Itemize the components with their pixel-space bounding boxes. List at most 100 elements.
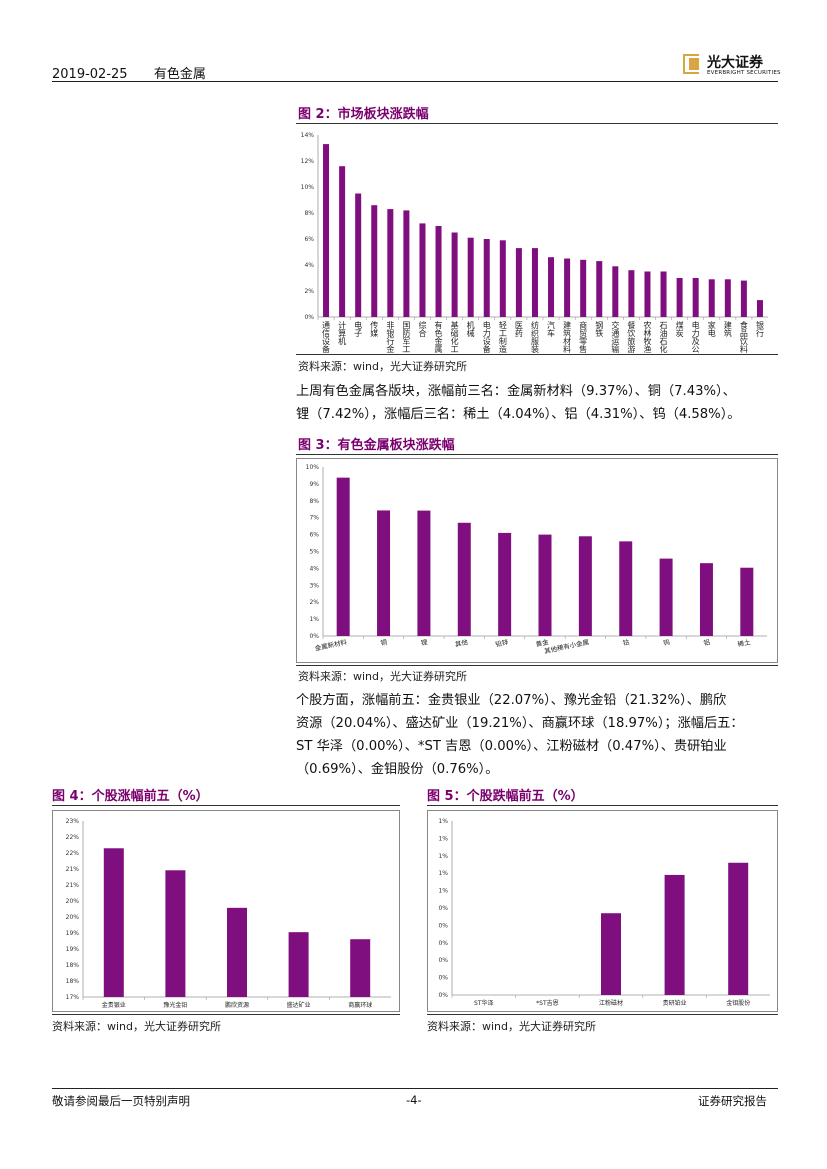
x-tick-label: 稀土 [737,637,752,649]
bar [387,209,394,317]
x-tick-label: 其他稀有小金属 [543,637,589,655]
bar [103,848,124,997]
y-tick-label: 21% [66,866,80,873]
x-tick-label: 鹏欣资源 [225,1001,249,1009]
fig2-chart: 0% 2% 4% 6% 8% 10% 12% 14% 通信设备 计算机 电子 传媒 非银行金融 国防军工综… [296,127,778,377]
y-tick-label: 12% [301,158,315,165]
x-tick-label: 其他 [454,637,469,649]
fig5-chart-svg: 0% 0% 0% 0% 0% 0% 1% 1% 1% 1% 1% ST华泽 *ST吉恩 江粉磁材 贵研铂业 金… [438,818,770,1007]
x-tick-label: 建筑材料 [563,320,572,353]
y-tick-label: 1% [438,835,448,842]
fig5-title: 图 5：个股跌幅前五（%） [427,789,584,804]
bar [601,913,621,995]
bar [596,261,603,317]
y-tick-label: 6% [309,532,319,539]
bar [740,567,754,636]
x-tick-label: 计算机 [338,320,347,346]
fig4-title-rule [52,805,400,806]
x-tick-label: 轻工制造 [498,320,507,353]
x-tick-label: 有色金属 [434,320,443,353]
bar [578,536,592,636]
x-tick-label: 医药 [514,321,523,338]
y-tick-label: 1% [438,818,448,825]
footer-divider [52,1088,778,1089]
fig2-title-rule [296,123,778,124]
y-tick-label: 1% [438,870,448,877]
fig2-bottom-rule [296,354,778,355]
y-tick-label: 0% [309,633,319,640]
bar [740,280,747,317]
fig4-title: 图 4：个股涨幅前五（%） [52,789,209,804]
paragraph-stocks-line-2: 资源（20.04%）、盛达矿业（19.21%）、商赢环球（18.97%）；涨幅后… [296,716,744,731]
bar [728,862,749,995]
x-tick-label: 家电 [707,320,716,337]
bar [483,239,490,317]
y-tick-label: 2% [309,599,319,606]
bar [619,541,633,636]
y-tick-label: 0% [438,905,448,912]
fig4-source: 资料来源：wind，光大证券研究所 [52,1020,222,1033]
x-tick-label: 锂 [420,637,429,647]
bar [708,279,715,317]
logo-text-cn: 光大证券 [707,55,763,71]
bar [336,477,350,636]
x-tick-label: 机械 [466,320,475,338]
x-tick-label: 铝 [703,637,711,647]
y-tick-label: 0% [304,314,314,321]
x-tick-label: 电力设备 [482,320,491,353]
bar [350,939,371,997]
x-tick-label: 建筑 [723,320,732,338]
footer-disclaimer: 敬请参阅最后一页特别声明 [52,1094,190,1108]
bar [660,271,667,317]
x-tick-label: 电力及公用事业 [691,320,700,353]
bar [457,522,471,636]
fig5-chart: 0% 0% 0% 0% 0% 0% 1% 1% 1% 1% 1% ST华泽 *ST吉恩 江粉磁材 贵研铂业 金… [427,810,778,1012]
bar [756,300,763,317]
y-tick-label: 14% [301,132,315,139]
paragraph-sectors-line-1: 上周有色金属各版块，涨幅前三名：金属新材料（9.37%）、铜（7.43%）、 [296,384,736,399]
x-tick-label: 国防军工 [402,321,411,353]
bar [580,259,587,317]
bar [724,279,731,317]
y-tick-label: 4% [304,262,314,269]
y-tick-label: 8% [309,498,319,505]
y-tick-label: 2% [304,288,314,295]
bar [676,278,683,317]
bar [515,248,522,317]
bar [612,266,619,317]
bar [417,510,431,636]
y-tick-label: 0% [438,992,448,999]
x-tick-label: 钢铁 [595,320,604,338]
y-tick-label: 23% [66,818,80,825]
report-date: 2019-02-25 [52,67,128,82]
fig3-source: 资料来源：wind，光大证券研究所 [298,670,468,683]
x-tick-label: 传媒 [370,320,379,338]
y-tick-label: 0% [438,922,448,929]
x-tick-label: 非银行金融 [386,320,395,353]
bar [498,532,512,636]
logo-text-en: EVERBRIGHT SECURITIES [707,70,781,76]
x-tick-label: 银行 [755,320,764,338]
bar [564,258,571,317]
x-tick-label: 钴 [622,637,631,647]
x-tick-label: 纺织服装 [530,320,539,353]
y-tick-label: 1% [438,853,448,860]
y-tick-label: 0% [438,940,448,947]
bar [692,278,699,317]
fig4-chart-svg: 17% 18% 18% 19% 19% 20% 20% 21% 21% 22% 22% 23% 金贵银业… [66,818,391,1009]
x-tick-label: 钨 [662,637,671,647]
fig4-chart: 17% 18% 18% 19% 19% 20% 20% 21% 21% 22% 22% 23% 金贵银业… [52,810,400,1012]
y-tick-label: 17% [66,994,80,1001]
bar [644,271,651,317]
fig2-source: 资料来源：wind，光大证券研究所 [298,360,468,373]
x-tick-label: 餐饮旅游 [627,321,636,353]
bar [371,205,378,317]
x-tick-label: 金钼股份 [726,999,750,1007]
x-tick-label: 综合 [418,320,427,338]
y-tick-label: 19% [66,946,80,953]
paragraph-stocks-line-1: 个股方面，涨幅前五：金贵银业（22.07%）、豫光金铅（21.32%）、鹏欣 [296,693,727,708]
fig5-bottom-rule [427,1014,778,1015]
bar [355,193,362,317]
header: 2019-02-25 有色金属 [52,63,206,82]
x-tick-label: 商赢环球 [348,1001,372,1009]
